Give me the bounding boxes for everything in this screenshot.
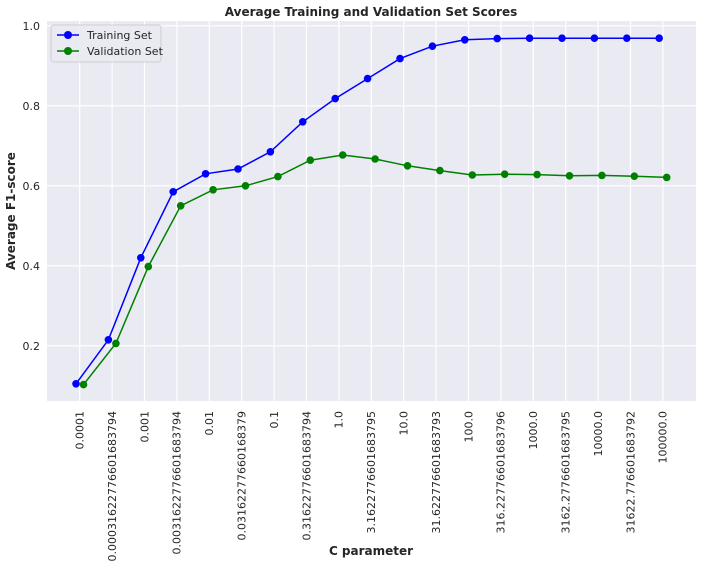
data-point (144, 262, 153, 271)
y-tick-label: 0.6 (23, 180, 41, 193)
y-tick-label: 1.0 (23, 20, 41, 33)
data-point (241, 182, 250, 190)
x-tick-label: 3.1622776601683795 (365, 411, 378, 533)
x-tick-label: 10000.0 (592, 411, 605, 457)
data-point (623, 34, 631, 42)
data-point (176, 202, 185, 210)
x-tick-label: 0.0001 (74, 411, 87, 450)
legend: Training Set Validation Set (50, 24, 164, 63)
data-point (565, 172, 574, 180)
x-axis-label: C parameter (329, 544, 413, 558)
x-tick-label: 1.0 (333, 411, 346, 429)
data-point (363, 74, 372, 83)
x-tick-label: 1000.0 (527, 411, 540, 450)
data-point (533, 170, 541, 179)
data-point (79, 380, 88, 389)
data-point (104, 336, 113, 344)
legend-training-label: Training Set (86, 29, 153, 42)
data-point (201, 170, 210, 178)
data-point (598, 171, 606, 180)
legend-validation-marker (64, 47, 72, 55)
x-tick-label: 3162.2776601683795 (560, 411, 573, 533)
legend-training-marker (64, 31, 72, 39)
data-point (209, 186, 217, 194)
data-point (112, 339, 120, 348)
x-tick-label: 0.1 (268, 411, 281, 429)
data-point (436, 166, 444, 175)
chart-title: Average Training and Validation Set Scor… (225, 5, 517, 19)
x-tick-label: 0.00031622776601683794 (106, 411, 119, 561)
data-point (371, 155, 379, 163)
data-point (234, 165, 242, 173)
data-point (403, 162, 412, 170)
data-point (72, 380, 80, 388)
x-tick-label: 0.01 (203, 411, 216, 436)
data-point (630, 172, 639, 180)
data-point (274, 172, 282, 181)
data-point (500, 170, 509, 178)
y-tick-label: 0.8 (23, 100, 41, 113)
x-tick-label: 31622.776601683792 (624, 411, 637, 533)
data-point (137, 253, 145, 262)
data-point (655, 34, 663, 42)
x-tick-label: 100.0 (462, 411, 475, 443)
y-tick-label: 0.2 (23, 340, 41, 353)
data-point (169, 188, 177, 196)
y-axis-label: Average F1-score (4, 152, 18, 270)
data-point (306, 156, 315, 164)
data-point (266, 148, 275, 156)
x-tick-label: 10.0 (398, 411, 411, 436)
legend-validation-label: Validation Set (87, 45, 164, 58)
x-tick-label: 0.03162277660168379 (236, 411, 249, 540)
data-point (525, 34, 534, 42)
data-point (468, 171, 477, 179)
data-point (299, 118, 307, 126)
y-ticks: 0.2 0.4 0.6 0.8 1.0 (23, 20, 41, 353)
x-tick-label: 316.22776601683796 (495, 411, 508, 533)
x-tick-label: 31.622776601683793 (430, 411, 443, 533)
series-points (72, 34, 671, 389)
y-tick-label: 0.4 (23, 260, 41, 273)
data-point (662, 173, 671, 182)
x-tick-label: 0.0031622776601683794 (171, 411, 184, 554)
data-point (461, 36, 469, 44)
data-point (331, 94, 340, 103)
x-tick-label: 100000.0 (657, 411, 670, 464)
data-point (558, 34, 566, 42)
data-point (338, 151, 347, 159)
x-ticks: 0.0001 0.00031622776601683794 0.001 0.00316… (74, 411, 670, 561)
x-tick-label: 0.001 (138, 411, 151, 443)
data-point (493, 34, 502, 43)
x-tick-label: 0.31622776601683794 (300, 411, 313, 540)
data-point (396, 54, 404, 63)
grid (47, 21, 696, 401)
data-point (590, 34, 599, 42)
data-point (428, 42, 437, 50)
